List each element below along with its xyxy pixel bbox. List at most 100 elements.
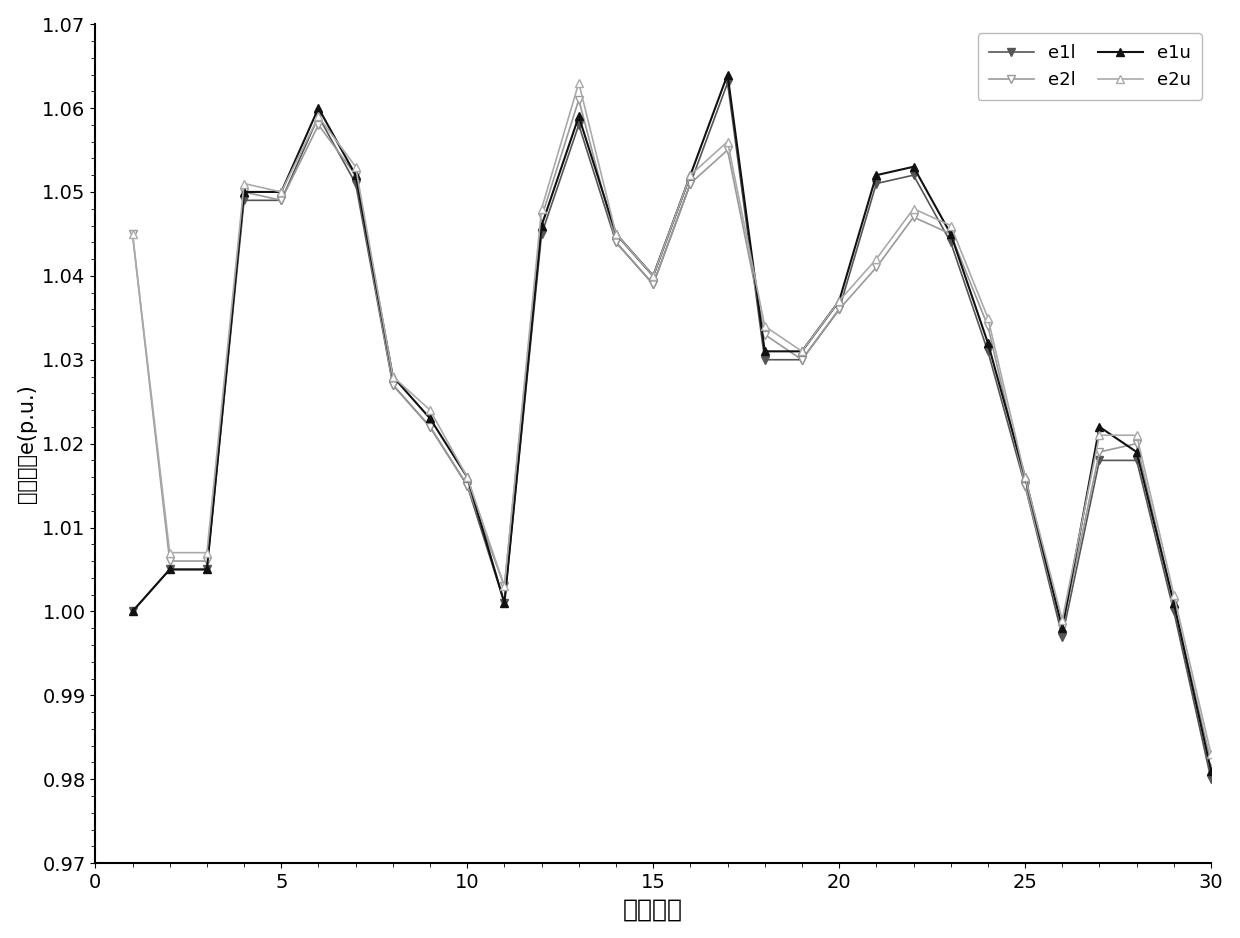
e2l [869,262,884,273]
e1u [646,270,661,281]
e1l [869,178,884,189]
e2l [906,211,921,222]
e1l [311,111,326,122]
e2l [832,304,847,315]
e2u [386,371,401,382]
e1l [572,119,587,130]
e2u [497,581,512,592]
e2u [311,111,326,122]
e1u [1092,421,1107,432]
e2l [1167,598,1182,609]
e1u [1018,472,1033,483]
e1l [274,195,289,206]
e1u [906,161,921,173]
e1u [534,219,549,231]
e1u [1167,598,1182,609]
e1u [125,606,140,617]
e2u [572,77,587,88]
e1u [795,346,810,357]
e2u [832,295,847,307]
e1l [497,598,512,609]
e1l [981,346,996,357]
e2l [311,119,326,130]
e1l [1018,480,1033,492]
e1u [1055,623,1070,634]
e1u [609,228,624,239]
Legend: e1l, e2l, e1u, e2u: e1l, e2l, e1u, e2u [978,33,1202,99]
e2u [162,547,177,558]
e2l [1055,623,1070,634]
e2u [906,204,921,215]
e2u [981,312,996,324]
e2l [274,195,289,206]
e2l [683,178,698,189]
e1u [348,170,363,181]
e2l [720,144,735,156]
Line: e2l: e2l [129,96,1215,766]
e2l [423,421,438,432]
e2l [795,354,810,365]
e1l [1130,455,1145,466]
e2u [1167,589,1182,600]
e1u [423,413,438,424]
e2u [795,346,810,357]
e1u [1204,765,1219,777]
e2u [758,321,773,332]
e1u [162,564,177,575]
e2u [534,204,549,215]
e2u [1018,472,1033,483]
Line: e2u: e2u [129,79,1215,758]
e2l [200,555,215,567]
e2l [572,94,587,105]
e2l [460,480,475,492]
e2l [348,170,363,181]
e2u [646,270,661,281]
e2u [348,161,363,173]
e2u [200,547,215,558]
e2u [460,472,475,483]
e2l [1018,480,1033,492]
e1u [460,472,475,483]
e2l [386,379,401,390]
e2l [944,228,959,239]
e1l [906,170,921,181]
e2u [609,228,624,239]
e1l [1092,455,1107,466]
e1l [534,228,549,239]
e1l [832,304,847,315]
e2u [720,136,735,147]
e2u [1130,430,1145,441]
e1l [720,77,735,88]
e1u [497,598,512,609]
e2l [534,211,549,222]
e2u [274,187,289,198]
e2u [237,178,252,189]
e1u [386,371,401,382]
e1u [720,68,735,80]
e1l [386,379,401,390]
e1u [1130,446,1145,458]
e1l [348,178,363,189]
e2u [423,404,438,416]
e2u [944,219,959,231]
e1l [237,195,252,206]
e2l [1092,446,1107,458]
e1l [1055,631,1070,643]
e1l [944,236,959,248]
e2l [758,329,773,340]
e1u [869,170,884,181]
e1u [237,187,252,198]
e1l [162,564,177,575]
e2l [162,555,177,567]
e2u [1055,614,1070,626]
e2u [1204,749,1219,760]
e1u [311,102,326,113]
e2u [125,228,140,239]
e2u [1092,430,1107,441]
e2u [869,253,884,265]
e1l [609,236,624,248]
e1l [683,178,698,189]
e1l [1167,606,1182,617]
e1u [572,111,587,122]
e1u [758,346,773,357]
